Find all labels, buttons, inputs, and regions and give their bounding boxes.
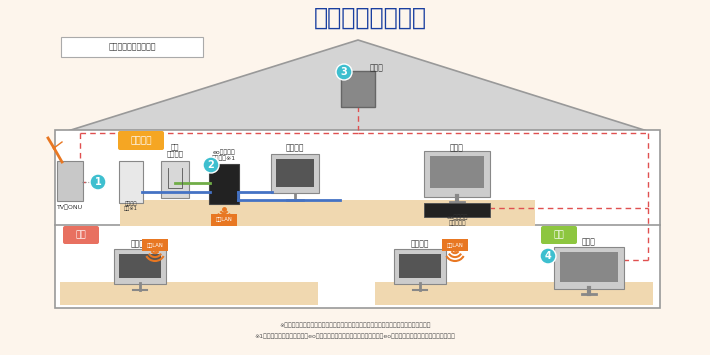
FancyBboxPatch shape <box>375 282 653 305</box>
Text: 電話
（親機）: 電話 （親機） <box>167 143 183 157</box>
Text: テレビ: テレビ <box>450 143 464 153</box>
Circle shape <box>203 157 219 173</box>
FancyBboxPatch shape <box>209 164 239 204</box>
FancyBboxPatch shape <box>63 226 99 244</box>
FancyBboxPatch shape <box>541 226 577 244</box>
Text: 宅内機器個別設置方式: 宅内機器個別設置方式 <box>108 43 155 51</box>
Text: 設置機器と配線例: 設置機器と配線例 <box>314 6 427 30</box>
FancyBboxPatch shape <box>276 159 314 187</box>
FancyBboxPatch shape <box>424 151 490 197</box>
FancyBboxPatch shape <box>60 282 318 305</box>
FancyBboxPatch shape <box>142 239 168 251</box>
Text: 1: 1 <box>94 177 102 187</box>
Circle shape <box>336 64 352 80</box>
FancyBboxPatch shape <box>119 161 143 203</box>
FancyBboxPatch shape <box>554 247 624 289</box>
Text: 回線終端
装置※1: 回線終端 装置※1 <box>124 201 138 211</box>
FancyBboxPatch shape <box>430 156 484 188</box>
FancyBboxPatch shape <box>57 161 83 201</box>
Text: 無線LAN: 無線LAN <box>447 242 464 247</box>
FancyBboxPatch shape <box>560 252 618 282</box>
Text: 書斎: 書斎 <box>76 230 87 240</box>
FancyBboxPatch shape <box>120 200 535 226</box>
Text: TV用ONU: TV用ONU <box>57 204 83 210</box>
FancyBboxPatch shape <box>118 131 164 150</box>
Text: 2: 2 <box>207 160 214 170</box>
FancyBboxPatch shape <box>341 71 375 107</box>
FancyBboxPatch shape <box>114 249 166 284</box>
Text: ※1　回線終端装置の代わりにeoホームゲートウェイが設置された場合、eo光多機能ルーターは設置されません。: ※1 回線終端装置の代わりにeoホームゲートウェイが設置された場合、eo光多機能… <box>255 333 455 339</box>
Text: パソコン: パソコン <box>285 143 305 153</box>
FancyBboxPatch shape <box>442 239 468 251</box>
FancyBboxPatch shape <box>424 203 490 217</box>
Text: テレビ: テレビ <box>582 237 596 246</box>
Text: 3: 3 <box>341 67 347 77</box>
Text: 4: 4 <box>545 251 552 261</box>
Text: ※設置させていただく機器の写真は、後のページに掲載しておりますのでご覧ください。: ※設置させていただく機器の写真は、後のページに掲載しておりますのでご覧ください。 <box>279 322 431 328</box>
FancyBboxPatch shape <box>55 130 660 308</box>
FancyBboxPatch shape <box>271 154 319 193</box>
Text: パソコン: パソコン <box>131 240 149 248</box>
Polygon shape <box>55 40 660 135</box>
FancyBboxPatch shape <box>399 254 441 278</box>
Text: 無線LAN: 無線LAN <box>147 242 163 247</box>
Text: 無線LAN: 無線LAN <box>216 218 232 223</box>
FancyBboxPatch shape <box>394 249 446 284</box>
Circle shape <box>540 248 556 264</box>
FancyBboxPatch shape <box>61 37 203 57</box>
Text: eo光テレビ
チューナー: eo光テレビ チューナー <box>447 214 468 226</box>
Text: 分配器: 分配器 <box>370 64 384 72</box>
Text: リビング: リビング <box>130 137 152 146</box>
Text: eo光多機能
ルーター※1: eo光多機能 ルーター※1 <box>212 149 236 161</box>
FancyBboxPatch shape <box>211 214 237 226</box>
Text: パソコン: パソコン <box>411 240 430 248</box>
Circle shape <box>90 174 106 190</box>
Text: 和室: 和室 <box>554 230 564 240</box>
FancyBboxPatch shape <box>161 161 189 198</box>
FancyBboxPatch shape <box>119 254 161 278</box>
